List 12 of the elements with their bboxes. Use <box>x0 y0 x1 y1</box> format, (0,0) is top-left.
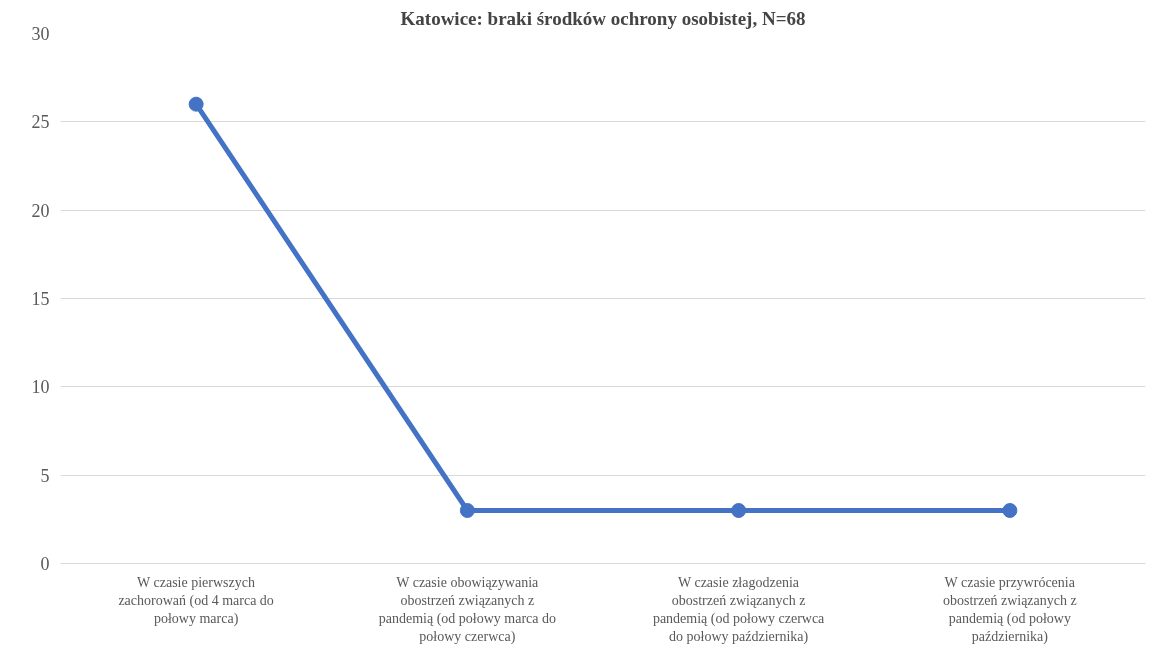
y-tick-label: 30 <box>31 24 50 44</box>
y-tick-label: 10 <box>31 377 50 398</box>
chart-title: Katowice: braki środków ochrony osobistej, N=68 <box>400 7 806 29</box>
y-tick-label: 5 <box>40 465 50 486</box>
y-tick-label: 15 <box>31 289 50 309</box>
y-tick-label: 20 <box>31 200 50 221</box>
x-tick-label: W czasie przywrócenia obostrzeń związanych z pandemią (od połowy października) <box>943 574 1077 645</box>
x-tick-label: W czasie pierwszych zachorowań (od 4 marca do połowy marca) <box>118 574 274 627</box>
x-tick-label: W czasie złagodzenia obostrzeń związanych z pandemią (od połowy czerwca do połowy października) <box>652 574 826 645</box>
x-tick-label: W czasie obowiązywania obostrzeń związanych z pandemią (od połowy marca do połowy czerwca) <box>378 574 557 645</box>
y-tick-label: 25 <box>31 112 50 133</box>
y-tick-label: 0 <box>40 554 50 574</box>
